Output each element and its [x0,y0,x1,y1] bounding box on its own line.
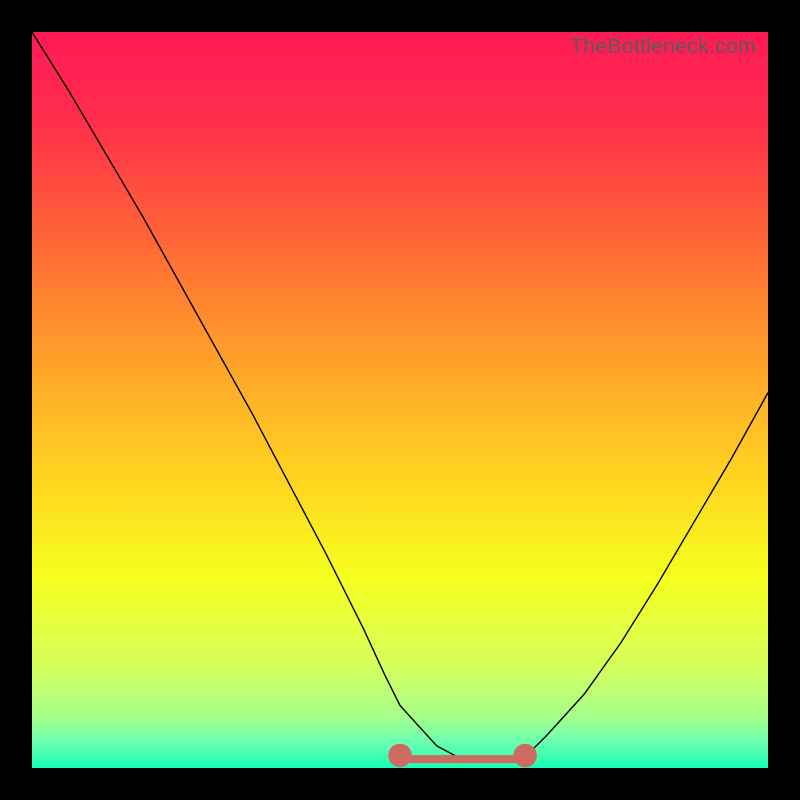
strip-end-dot [513,744,537,768]
background-rect [32,32,768,768]
chart-svg [32,32,768,768]
strip-start-dot [388,744,412,768]
chart-frame: TheBottleneck.com [0,0,800,800]
watermark-text: TheBottleneck.com [570,34,756,59]
plot-area [32,32,768,768]
